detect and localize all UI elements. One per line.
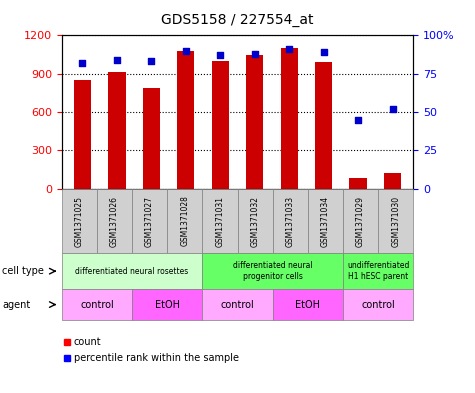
Text: GSM1371033: GSM1371033 — [286, 195, 294, 247]
Text: count: count — [74, 337, 101, 347]
Text: differentiated neural
progenitor cells: differentiated neural progenitor cells — [233, 261, 313, 281]
Bar — [108, 72, 125, 189]
Text: GSM1371029: GSM1371029 — [356, 196, 365, 246]
Text: GSM1371032: GSM1371032 — [251, 196, 259, 246]
Bar — [315, 62, 332, 189]
Text: GSM1371030: GSM1371030 — [391, 195, 400, 247]
Point — [217, 52, 224, 59]
Point — [285, 46, 293, 52]
Text: GSM1371034: GSM1371034 — [321, 195, 330, 247]
Text: undifferentiated
H1 hESC parent: undifferentiated H1 hESC parent — [347, 261, 409, 281]
Bar — [281, 48, 298, 189]
Text: control: control — [220, 299, 255, 310]
Text: agent: agent — [2, 299, 30, 310]
Bar — [246, 55, 263, 189]
Point — [320, 49, 327, 55]
Point — [113, 57, 121, 63]
Text: GSM1371026: GSM1371026 — [110, 196, 119, 246]
Text: control: control — [361, 299, 395, 310]
Point — [148, 58, 155, 64]
Text: cell type: cell type — [2, 266, 44, 276]
Text: control: control — [80, 299, 114, 310]
Point — [182, 48, 190, 54]
Bar — [350, 178, 367, 189]
Bar — [212, 61, 229, 189]
Text: GDS5158 / 227554_at: GDS5158 / 227554_at — [161, 13, 314, 27]
Text: differentiated neural rosettes: differentiated neural rosettes — [76, 267, 189, 275]
Text: percentile rank within the sample: percentile rank within the sample — [74, 353, 238, 363]
Text: EtOH: EtOH — [295, 299, 320, 310]
Point — [354, 116, 362, 123]
Bar — [384, 173, 401, 189]
Text: EtOH: EtOH — [155, 299, 180, 310]
Bar — [142, 88, 160, 189]
Text: GSM1371025: GSM1371025 — [75, 196, 84, 246]
Bar — [74, 80, 91, 189]
Point — [79, 60, 86, 66]
Bar — [177, 51, 194, 189]
Point — [251, 51, 258, 57]
Point — [389, 106, 396, 112]
Text: GSM1371027: GSM1371027 — [145, 196, 154, 246]
Text: GSM1371031: GSM1371031 — [216, 196, 224, 246]
Text: GSM1371028: GSM1371028 — [180, 196, 189, 246]
